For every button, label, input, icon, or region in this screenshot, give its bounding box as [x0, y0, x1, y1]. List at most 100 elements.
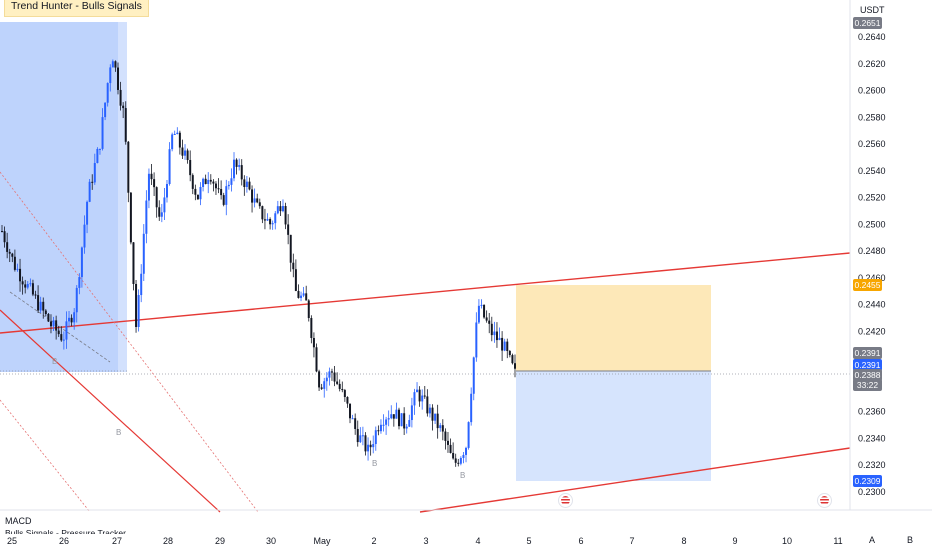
candle-body [44, 310, 47, 314]
candle-body [444, 431, 447, 441]
time-axis-tick-label: 10 [782, 536, 792, 546]
candle-body [132, 242, 135, 284]
candle-body [408, 420, 411, 427]
candle-body [253, 198, 256, 203]
us-flag-event-icon[interactable] [558, 493, 573, 508]
candle-body [377, 430, 380, 432]
us-flag-event-icon[interactable] [817, 493, 832, 508]
candle-body [202, 178, 205, 187]
candle-body [101, 117, 104, 149]
price-badge-target: 0.2455 [853, 279, 882, 291]
time-axis-tick-label: 26 [59, 536, 69, 546]
long-position-target-zone[interactable] [516, 285, 711, 371]
candle-body [68, 317, 71, 322]
candle-body [302, 293, 305, 296]
candle-body [498, 337, 501, 341]
time-axis-ticks[interactable]: 25 26 27 28 29 30 May 2 3 4 5 6 7 8 9 10 11 [7, 536, 843, 546]
candle-body [117, 67, 120, 90]
price-axis-tick-label: 0.2460 [858, 273, 886, 283]
candle-body [454, 458, 457, 463]
candle-body [426, 396, 429, 414]
candle-body [194, 188, 197, 195]
long-position-stop-zone[interactable] [516, 371, 711, 481]
candle-body [83, 224, 86, 248]
candle-body [281, 206, 284, 212]
candle-body [351, 418, 354, 420]
candle-body [310, 318, 313, 338]
auto-scale-button[interactable]: A [868, 535, 875, 545]
candle-body [434, 413, 437, 421]
candle-body [104, 102, 107, 118]
candle-body [186, 150, 189, 161]
candle-body [233, 159, 236, 179]
candle-body [289, 234, 292, 263]
candle-body [62, 339, 65, 341]
candle-body [155, 187, 158, 208]
price-axis-ticks[interactable]: 0.2640 0.2620 0.2600 0.2580 0.2560 0.2540 0.25… [858, 32, 886, 497]
candle-body [320, 387, 323, 389]
candle-body [452, 452, 455, 459]
candle-body [508, 351, 511, 356]
candle-body [336, 381, 339, 384]
candle-body [106, 83, 109, 103]
candle-body [449, 444, 452, 453]
candle-body [294, 269, 297, 291]
price-axis-tick-label: 0.2300 [858, 487, 886, 497]
upper-trendline[interactable] [0, 252, 851, 334]
descending-trendline[interactable] [0, 309, 221, 513]
price-badge-position: 0.2391 [853, 359, 882, 371]
candle-body [212, 181, 215, 184]
candle-body [114, 61, 117, 68]
candle-body [42, 301, 45, 311]
candle-body [511, 355, 514, 364]
candle-body [222, 195, 225, 205]
candle-body [8, 251, 11, 254]
candle-body [403, 413, 406, 429]
candle-body [269, 219, 272, 225]
log-scale-button[interactable]: B [906, 535, 913, 545]
candle-body [465, 447, 468, 455]
candle-body [423, 395, 426, 397]
time-axis-tick-label: 28 [163, 536, 173, 546]
candle-body [217, 188, 220, 190]
candle-body [207, 179, 210, 185]
lower-trendline[interactable] [419, 447, 851, 513]
candle-body [392, 414, 395, 419]
candle-body [467, 422, 470, 448]
candle-body [245, 181, 248, 188]
candle-body [462, 454, 465, 458]
candle-body [421, 395, 424, 402]
macd-pane-title[interactable]: MACD [5, 516, 32, 526]
candle-body [333, 372, 336, 382]
candle-body [501, 337, 504, 351]
candle-body [485, 317, 488, 321]
candle-body [163, 197, 166, 213]
time-axis-tick-label: 27 [112, 536, 122, 546]
price-axis-tick-label: 0.2620 [858, 59, 886, 69]
candle-body [243, 179, 246, 188]
candle-body [19, 268, 22, 282]
candle-body [37, 295, 40, 311]
price-badge-stop: 0.2309 [853, 475, 882, 487]
candle-body [178, 132, 181, 148]
candle-body [457, 462, 460, 464]
candle-body [493, 331, 496, 336]
time-axis-tick-label: 9 [732, 536, 737, 546]
candle-body [459, 457, 462, 464]
candle-body [428, 407, 431, 414]
price-badge-entry: 0.2391 [853, 347, 882, 359]
indicator-legend[interactable]: Trend Hunter - Bulls Signals [4, 0, 149, 17]
candle-body [204, 178, 207, 185]
candle-body [147, 173, 150, 201]
candle-body [418, 389, 421, 402]
candle-body [312, 337, 315, 348]
candle-body [369, 444, 372, 448]
candle-body [171, 134, 174, 150]
candle-body [436, 413, 439, 429]
candle-body [379, 424, 382, 432]
candle-body [57, 330, 60, 335]
candle-body [11, 253, 14, 257]
candle-body [503, 341, 506, 351]
